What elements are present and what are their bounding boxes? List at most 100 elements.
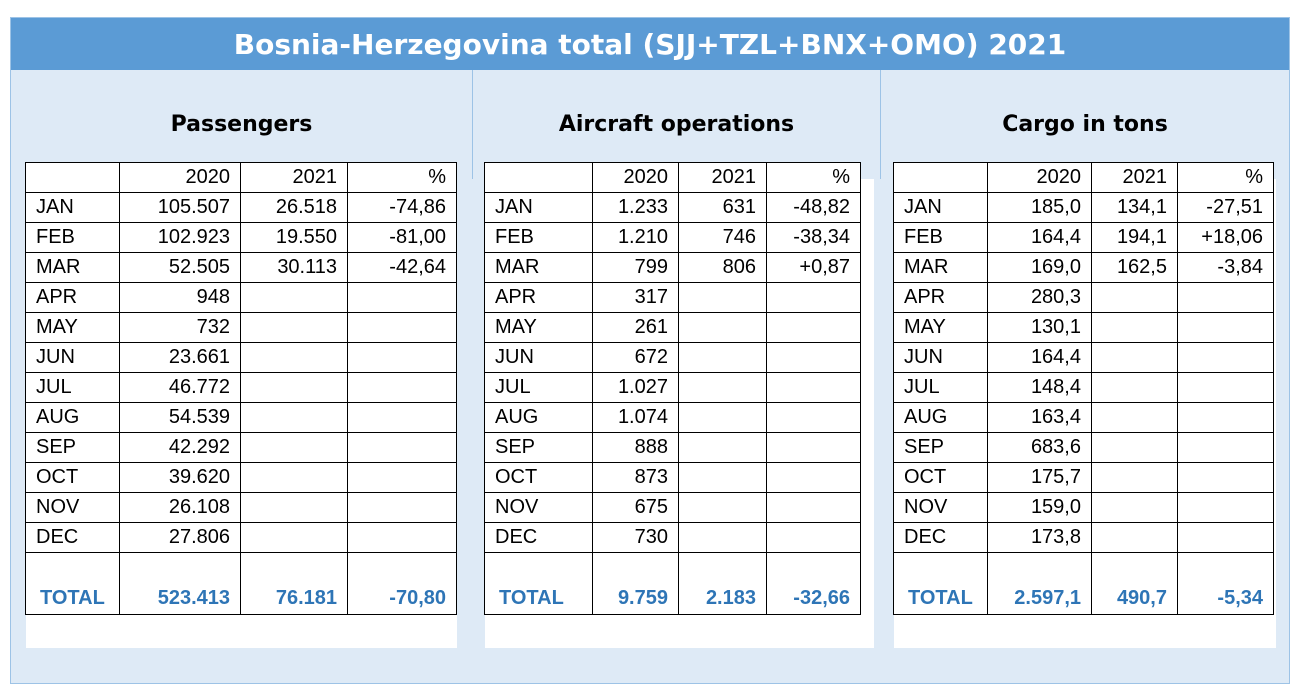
value-2020-cell: 52.505 xyxy=(119,252,241,283)
value-2021-cell xyxy=(678,282,767,313)
table-row: MAY 732 xyxy=(25,312,457,343)
month-cell: JUN xyxy=(25,342,120,373)
table-row: JUN 164,4 xyxy=(893,342,1274,373)
header-2021-cell: 2021 xyxy=(678,162,767,193)
header-2020-cell: 2020 xyxy=(592,162,679,193)
value-2020-cell: 23.661 xyxy=(119,342,241,373)
month-cell: JUN xyxy=(484,342,593,373)
value-2021-cell: 162,5 xyxy=(1091,252,1178,283)
percent-cell xyxy=(347,462,457,493)
total-2020-cell: 523.413 xyxy=(119,552,241,615)
month-cell: MAR xyxy=(25,252,120,283)
value-2020-cell: 164,4 xyxy=(987,222,1092,253)
value-2021-cell xyxy=(1091,462,1178,493)
value-2020-cell: 185,0 xyxy=(987,192,1092,223)
table-row: APR 948 xyxy=(25,282,457,313)
table-row: DEC 27.806 xyxy=(25,522,457,553)
value-2020-cell: 39.620 xyxy=(119,462,241,493)
month-cell: APR xyxy=(484,282,593,313)
month-cell: DEC xyxy=(484,522,593,553)
value-2021-cell xyxy=(240,312,348,343)
month-cell: DEC xyxy=(893,522,988,553)
value-2020-cell: 948 xyxy=(119,282,241,313)
value-2021-cell: 26.518 xyxy=(240,192,348,223)
value-2020-cell: 1.233 xyxy=(592,192,679,223)
percent-cell: +18,06 xyxy=(1177,222,1274,253)
table-row: MAR 169,0 162,5 -3,84 xyxy=(893,252,1274,283)
value-2021-cell xyxy=(678,342,767,373)
header-2020-cell: 2020 xyxy=(119,162,241,193)
table-row: MAR 799 806 +0,87 xyxy=(484,252,861,283)
gap-strip xyxy=(11,179,26,648)
value-2021-cell: 631 xyxy=(678,192,767,223)
aircraft-heading: Aircraft operations xyxy=(558,112,795,137)
value-2020-cell: 102.923 xyxy=(119,222,241,253)
value-2020-cell: 163,4 xyxy=(987,402,1092,433)
percent-cell xyxy=(1177,522,1274,553)
total-2021-cell: 76.181 xyxy=(240,552,348,615)
month-cell: MAY xyxy=(893,312,988,343)
table-row: JUL 46.772 xyxy=(25,372,457,403)
percent-cell: -42,64 xyxy=(347,252,457,283)
percent-cell xyxy=(347,492,457,523)
percent-cell xyxy=(1177,402,1274,433)
month-cell: JAN xyxy=(484,192,593,223)
value-2020-cell: 280,3 xyxy=(987,282,1092,313)
table-header-row: 2020 2021% xyxy=(25,162,457,193)
total-2021-cell: 490,7 xyxy=(1091,552,1178,615)
footer-bar xyxy=(11,648,1289,683)
table-row: NOV 675 xyxy=(484,492,861,523)
value-2021-cell xyxy=(678,402,767,433)
percent-cell xyxy=(1177,312,1274,343)
value-2021-cell xyxy=(1091,372,1178,403)
header-blank-cell xyxy=(484,162,593,193)
percent-cell xyxy=(1177,462,1274,493)
header-percent-cell: % xyxy=(1177,162,1274,193)
value-2020-cell: 683,6 xyxy=(987,432,1092,463)
value-2021-cell: 746 xyxy=(678,222,767,253)
value-2020-cell: 317 xyxy=(592,282,679,313)
percent-cell xyxy=(347,522,457,553)
table-row: MAY 130,1 xyxy=(893,312,1274,343)
month-cell: OCT xyxy=(484,462,593,493)
percent-cell: -27,51 xyxy=(1177,192,1274,223)
table-row: OCT 175,7 xyxy=(893,462,1274,493)
table-row: DEC 730 xyxy=(484,522,861,553)
value-2020-cell: 27.806 xyxy=(119,522,241,553)
value-2021-cell xyxy=(240,432,348,463)
percent-cell xyxy=(1177,432,1274,463)
value-2021-cell xyxy=(240,492,348,523)
value-2020-cell: 42.292 xyxy=(119,432,241,463)
table-row: SEP 888 xyxy=(484,432,861,463)
percent-cell: -81,00 xyxy=(347,222,457,253)
table-row: JAN 185,0 134,1 -27,51 xyxy=(893,192,1274,223)
month-cell: SEP xyxy=(25,432,120,463)
value-2020-cell: 1.027 xyxy=(592,372,679,403)
value-2020-cell: 130,1 xyxy=(987,312,1092,343)
percent-cell xyxy=(766,462,861,493)
table-row: AUG 1.074 xyxy=(484,402,861,433)
passengers-header: Passengers xyxy=(11,70,473,179)
table-row: FEB 102.923 19.550 -81,00 xyxy=(25,222,457,253)
table-row: OCT 873 xyxy=(484,462,861,493)
total-2020-cell: 2.597,1 xyxy=(987,552,1092,615)
month-cell: AUG xyxy=(484,402,593,433)
month-cell: MAY xyxy=(25,312,120,343)
total-2020-cell: 9.759 xyxy=(592,552,679,615)
table-row: SEP 42.292 xyxy=(25,432,457,463)
value-2021-cell xyxy=(1091,492,1178,523)
month-cell: JAN xyxy=(25,192,120,223)
percent-cell xyxy=(766,522,861,553)
percent-cell xyxy=(1177,282,1274,313)
value-2021-cell xyxy=(1091,282,1178,313)
header-2021-cell: 2021 xyxy=(1091,162,1178,193)
total-row: TOTAL 523.413 76.181 -70,80 xyxy=(25,552,457,615)
value-2021-cell xyxy=(1091,522,1178,553)
table-row: DEC 173,8 xyxy=(893,522,1274,553)
percent-cell xyxy=(766,432,861,463)
value-2021-cell: 19.550 xyxy=(240,222,348,253)
value-2020-cell: 888 xyxy=(592,432,679,463)
value-2021-cell: 30.113 xyxy=(240,252,348,283)
value-2021-cell xyxy=(240,402,348,433)
percent-cell xyxy=(766,282,861,313)
